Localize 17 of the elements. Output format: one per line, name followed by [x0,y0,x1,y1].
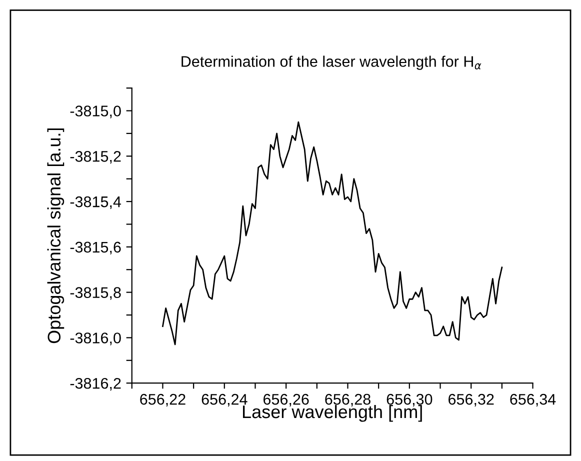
x-tick-label: 656,34 [510,394,556,407]
x-tick-label: 656,32 [448,394,494,407]
y-tick-label: -3815,2 [70,151,121,164]
x-tick-label: 656,30 [386,394,432,407]
chart-title: Determination of the laser wavelength for H$_{α}$ [182,56,482,70]
y-tick-label: -3816,0 [70,332,121,346]
line-series [162,121,503,346]
y-tick-label: -3815,0 [70,106,121,118]
x-tick-label: 656,22 [140,394,186,407]
x-tick-label: 656,24 [202,394,248,407]
y-tick-label: -3815,4 [70,196,122,210]
y-tick-label: -3815,6 [70,242,121,254]
x-tick-label: 656,26 [263,394,309,407]
y-tick-label: -3815,8 [70,287,121,300]
y-tick-label: -3816,2 [70,378,121,391]
y-axis-title: Optogalvanical signal [a.u.] [47,128,64,344]
x-tick-label: 656,28 [325,394,370,407]
